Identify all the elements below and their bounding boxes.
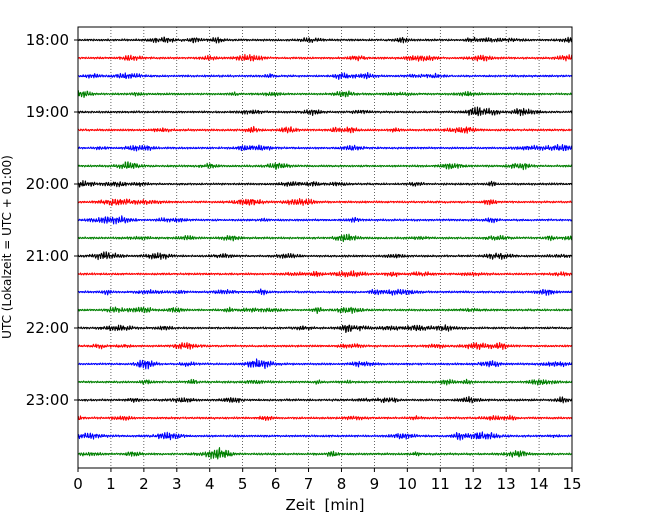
x-tick-label: 4 [205,475,215,493]
seismic-trace [77,90,573,98]
seismic-trace [77,306,573,315]
x-tick-label: 2 [139,475,149,493]
seismic-trace [77,198,573,206]
x-tick-label: 12 [464,475,483,493]
x-tick-label: 5 [238,475,248,493]
x-tick-label: 11 [431,475,450,493]
seismic-traces [77,36,573,460]
seismic-trace [77,414,573,422]
seismic-trace [77,106,573,117]
seismic-trace [77,378,573,386]
x-tick-label: 3 [172,475,182,493]
y-axis-ticks: 18:00 19:00 20:00 21:00 22:00 23:00 [26,31,78,409]
seismic-trace [77,324,573,334]
x-tick-label: 13 [497,475,516,493]
x-tick-label: 8 [337,475,347,493]
y-tick-label: 19:00 [26,103,69,121]
x-tick-label: 15 [562,475,581,493]
seismic-trace [77,53,573,62]
seismic-trace [77,161,573,171]
seismic-trace [77,341,573,350]
seismic-trace [77,125,573,134]
x-tick-label: 0 [73,475,83,493]
x-tick-label: 9 [370,475,380,493]
seismic-trace [77,143,573,152]
x-tick-label: 10 [398,475,417,493]
seismic-trace [77,233,573,243]
x-axis-ticks: 0 1 2 3 4 5 6 7 8 9 10 11 12 13 14 15 [73,468,582,493]
y-axis-label: UTC (Lokalzeit = UTC + 01:00) [0,155,14,339]
x-tick-label: 6 [271,475,281,493]
seismic-trace [77,270,573,278]
x-tick-label: 14 [530,475,549,493]
seismic-trace [77,395,573,404]
seismic-trace [77,447,573,460]
y-tick-label: 22:00 [26,319,69,337]
seismic-trace [77,180,573,188]
x-axis-label: Zeit [min] [285,496,364,514]
seismic-trace [77,36,573,44]
y-tick-label: 20:00 [26,175,69,193]
y-tick-label: 23:00 [26,391,69,409]
seismic-trace [77,251,573,261]
x-tick-label: 1 [106,475,116,493]
seismic-trace [77,71,573,80]
seismic-trace [77,358,573,370]
y-tick-label: 21:00 [26,247,69,265]
plot-frame [77,26,573,469]
x-tick-label: 7 [304,475,314,493]
seismic-trace [77,215,573,225]
y-tick-label: 18:00 [26,31,69,49]
seismic-trace [77,288,573,296]
seismic-trace [77,431,573,441]
